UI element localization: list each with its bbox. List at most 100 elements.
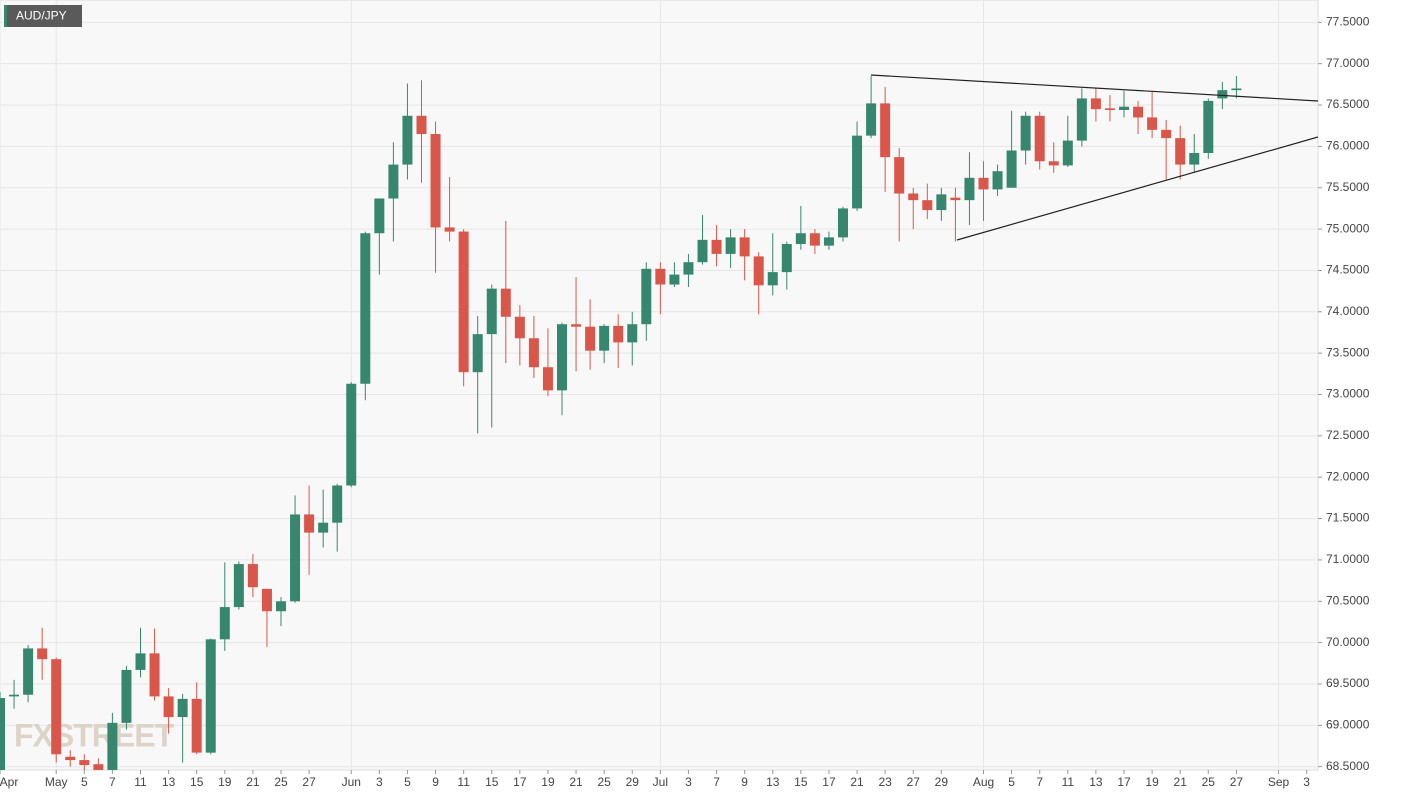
title-box [4,5,82,27]
x-tick-label: 17 [513,775,527,789]
candle-body [585,326,596,351]
x-tick-label: 17 [1117,775,1131,789]
x-tick-label: May [45,775,68,789]
candle-body [23,648,34,695]
candle-body [360,233,371,384]
x-tick-label: 3 [376,775,383,789]
x-tick-label: 19 [1145,775,1159,789]
x-tick-label: 25 [274,775,288,789]
x-tick-label: 19 [541,775,555,789]
candle-body [894,157,905,194]
candle-body [697,239,708,263]
candle-body [781,243,792,273]
candle-body [641,268,652,325]
candle-body [416,115,427,134]
plot-area [0,0,1319,771]
x-tick-label: 29 [626,775,640,789]
candle-body [1034,115,1045,162]
y-tick-label: 70.0000 [1326,635,1370,649]
candle-body [107,722,118,770]
trendline [870,74,1318,102]
candle-body [542,367,553,391]
candle-body [613,325,624,343]
y-tick-label: 68.5000 [1326,759,1370,773]
candle-body [1006,150,1017,188]
x-tick-label: 21 [246,775,260,789]
chart-title: AUD/JPY [16,9,67,23]
x-tick-label: 3 [685,775,692,789]
candle-body [1175,138,1186,165]
candle-body [599,325,610,351]
x-tick-label: 7 [713,775,720,789]
candle-body [950,197,961,201]
candle-body [388,164,399,199]
y-tick-label: 69.5000 [1326,676,1370,690]
candle-body [444,227,455,232]
y-tick-label: 77.5000 [1326,15,1370,29]
candle-body [332,485,343,523]
x-tick-label: 13 [1089,775,1103,789]
candle-body [795,233,806,244]
x-tick-label: 13 [162,775,176,789]
candle-body [1189,153,1200,165]
x-tick-label: 11 [457,775,470,789]
y-tick-label: 73.5000 [1326,345,1370,359]
axes: 68.5000 69.0000 69.5000 70.0000 70.5000 71.00… [0,15,1370,789]
candle-body [261,588,272,612]
candle-body [964,177,975,201]
candle-body [852,135,863,209]
x-tick-label: Sep [1268,775,1290,789]
x-tick-label: Jun [342,775,361,789]
y-tick-label: 71.5000 [1326,511,1370,525]
title-accent [4,5,7,27]
candle-body [1161,129,1172,139]
candle-body [472,334,483,373]
candle-body [992,171,1003,190]
candle-body [9,694,20,697]
x-tick-label: 7 [109,775,116,789]
x-tick-label: 5 [404,775,411,789]
x-tick-label: 5 [1008,775,1015,789]
x-tick-label: 15 [485,775,499,789]
y-tick-label: 75.5000 [1326,180,1370,194]
x-tick-label: 5 [81,775,88,789]
x-tick-label: 27 [1230,775,1244,789]
candles [0,76,1242,770]
y-tick-label: 74.5000 [1326,263,1370,277]
x-tick-label: 19 [218,775,232,789]
candle-body [739,237,750,257]
candle-body [823,237,834,246]
trendlines [870,74,1318,241]
y-tick-label: 69.0000 [1326,718,1370,732]
candle-body [0,698,5,770]
candle-body [838,208,848,238]
y-tick-label: 71.0000 [1326,552,1370,566]
candle-body [219,607,230,640]
x-tick-label: 23 [878,775,892,789]
candle-body [767,272,778,286]
candle-body [290,514,301,602]
trendline [956,136,1318,241]
candle-body [233,564,244,608]
x-tick-label: 15 [794,775,808,789]
candle-body [247,564,258,588]
x-tick-label: 25 [1202,775,1216,789]
candle-body [922,200,933,211]
y-tick-label: 76.0000 [1326,139,1370,153]
candle-body [37,648,48,660]
candle-body [191,698,202,753]
candle-body [51,659,62,755]
candle-body [978,177,989,190]
candle-body [557,324,567,391]
candle-body [121,669,132,723]
candle-body [205,639,216,753]
candle-body [93,764,104,770]
candle-body [346,383,357,486]
candle-body [276,601,286,612]
candle-body [374,198,385,234]
x-tick-label: 13 [766,775,780,789]
y-tick-label: 72.0000 [1326,469,1370,483]
x-tick-label: Aug [973,775,994,789]
candle-body [1203,100,1214,154]
candle-body [627,324,638,343]
